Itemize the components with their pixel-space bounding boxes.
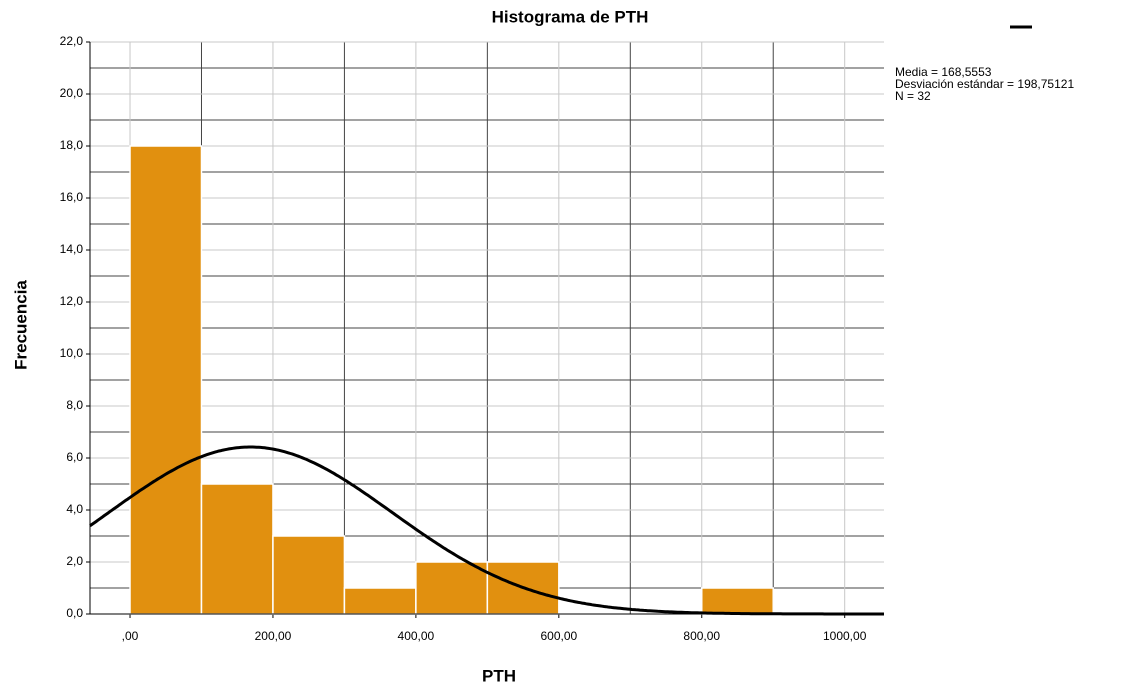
x-axis-label: PTH [482,666,516,684]
bar [343,587,417,615]
x-tick-label: 400,00 [398,629,435,643]
x-tick-label: 800,00 [683,629,720,643]
bar [129,145,203,615]
y-tick-label: 22,0 [60,34,84,48]
x-tick-label: ,00 [122,629,139,643]
x-tick-label: 200,00 [255,629,292,643]
y-tick-label: 4,0 [66,502,83,516]
y-axis-label: Frecuencia [11,280,30,370]
bar [200,483,274,615]
y-tick-label: 6,0 [66,450,83,464]
chart-title: Histograma de PTH [492,7,649,26]
bar [486,561,560,615]
y-tick-label: 12,0 [60,294,84,308]
stat-n: N = 32 [895,89,931,103]
bar [701,587,774,615]
stat-sd: Desviación estándar = 198,75121 [895,77,1074,91]
y-tick-label: 0,0 [66,606,83,620]
x-tick-label: 600,00 [540,629,577,643]
y-tick-label: 14,0 [60,242,84,256]
y-tick-label: 10,0 [60,346,84,360]
y-tick-label: 20,0 [60,86,84,100]
stat-mean: Media = 168,5553 [895,65,992,79]
bar [415,561,489,615]
y-tick-label: 16,0 [60,190,84,204]
y-tick-label: 18,0 [60,138,84,152]
y-tick-label: 8,0 [66,398,83,412]
x-tick-label: 1000,00 [823,629,867,643]
bar [272,535,346,615]
y-tick-label: 2,0 [66,554,83,568]
